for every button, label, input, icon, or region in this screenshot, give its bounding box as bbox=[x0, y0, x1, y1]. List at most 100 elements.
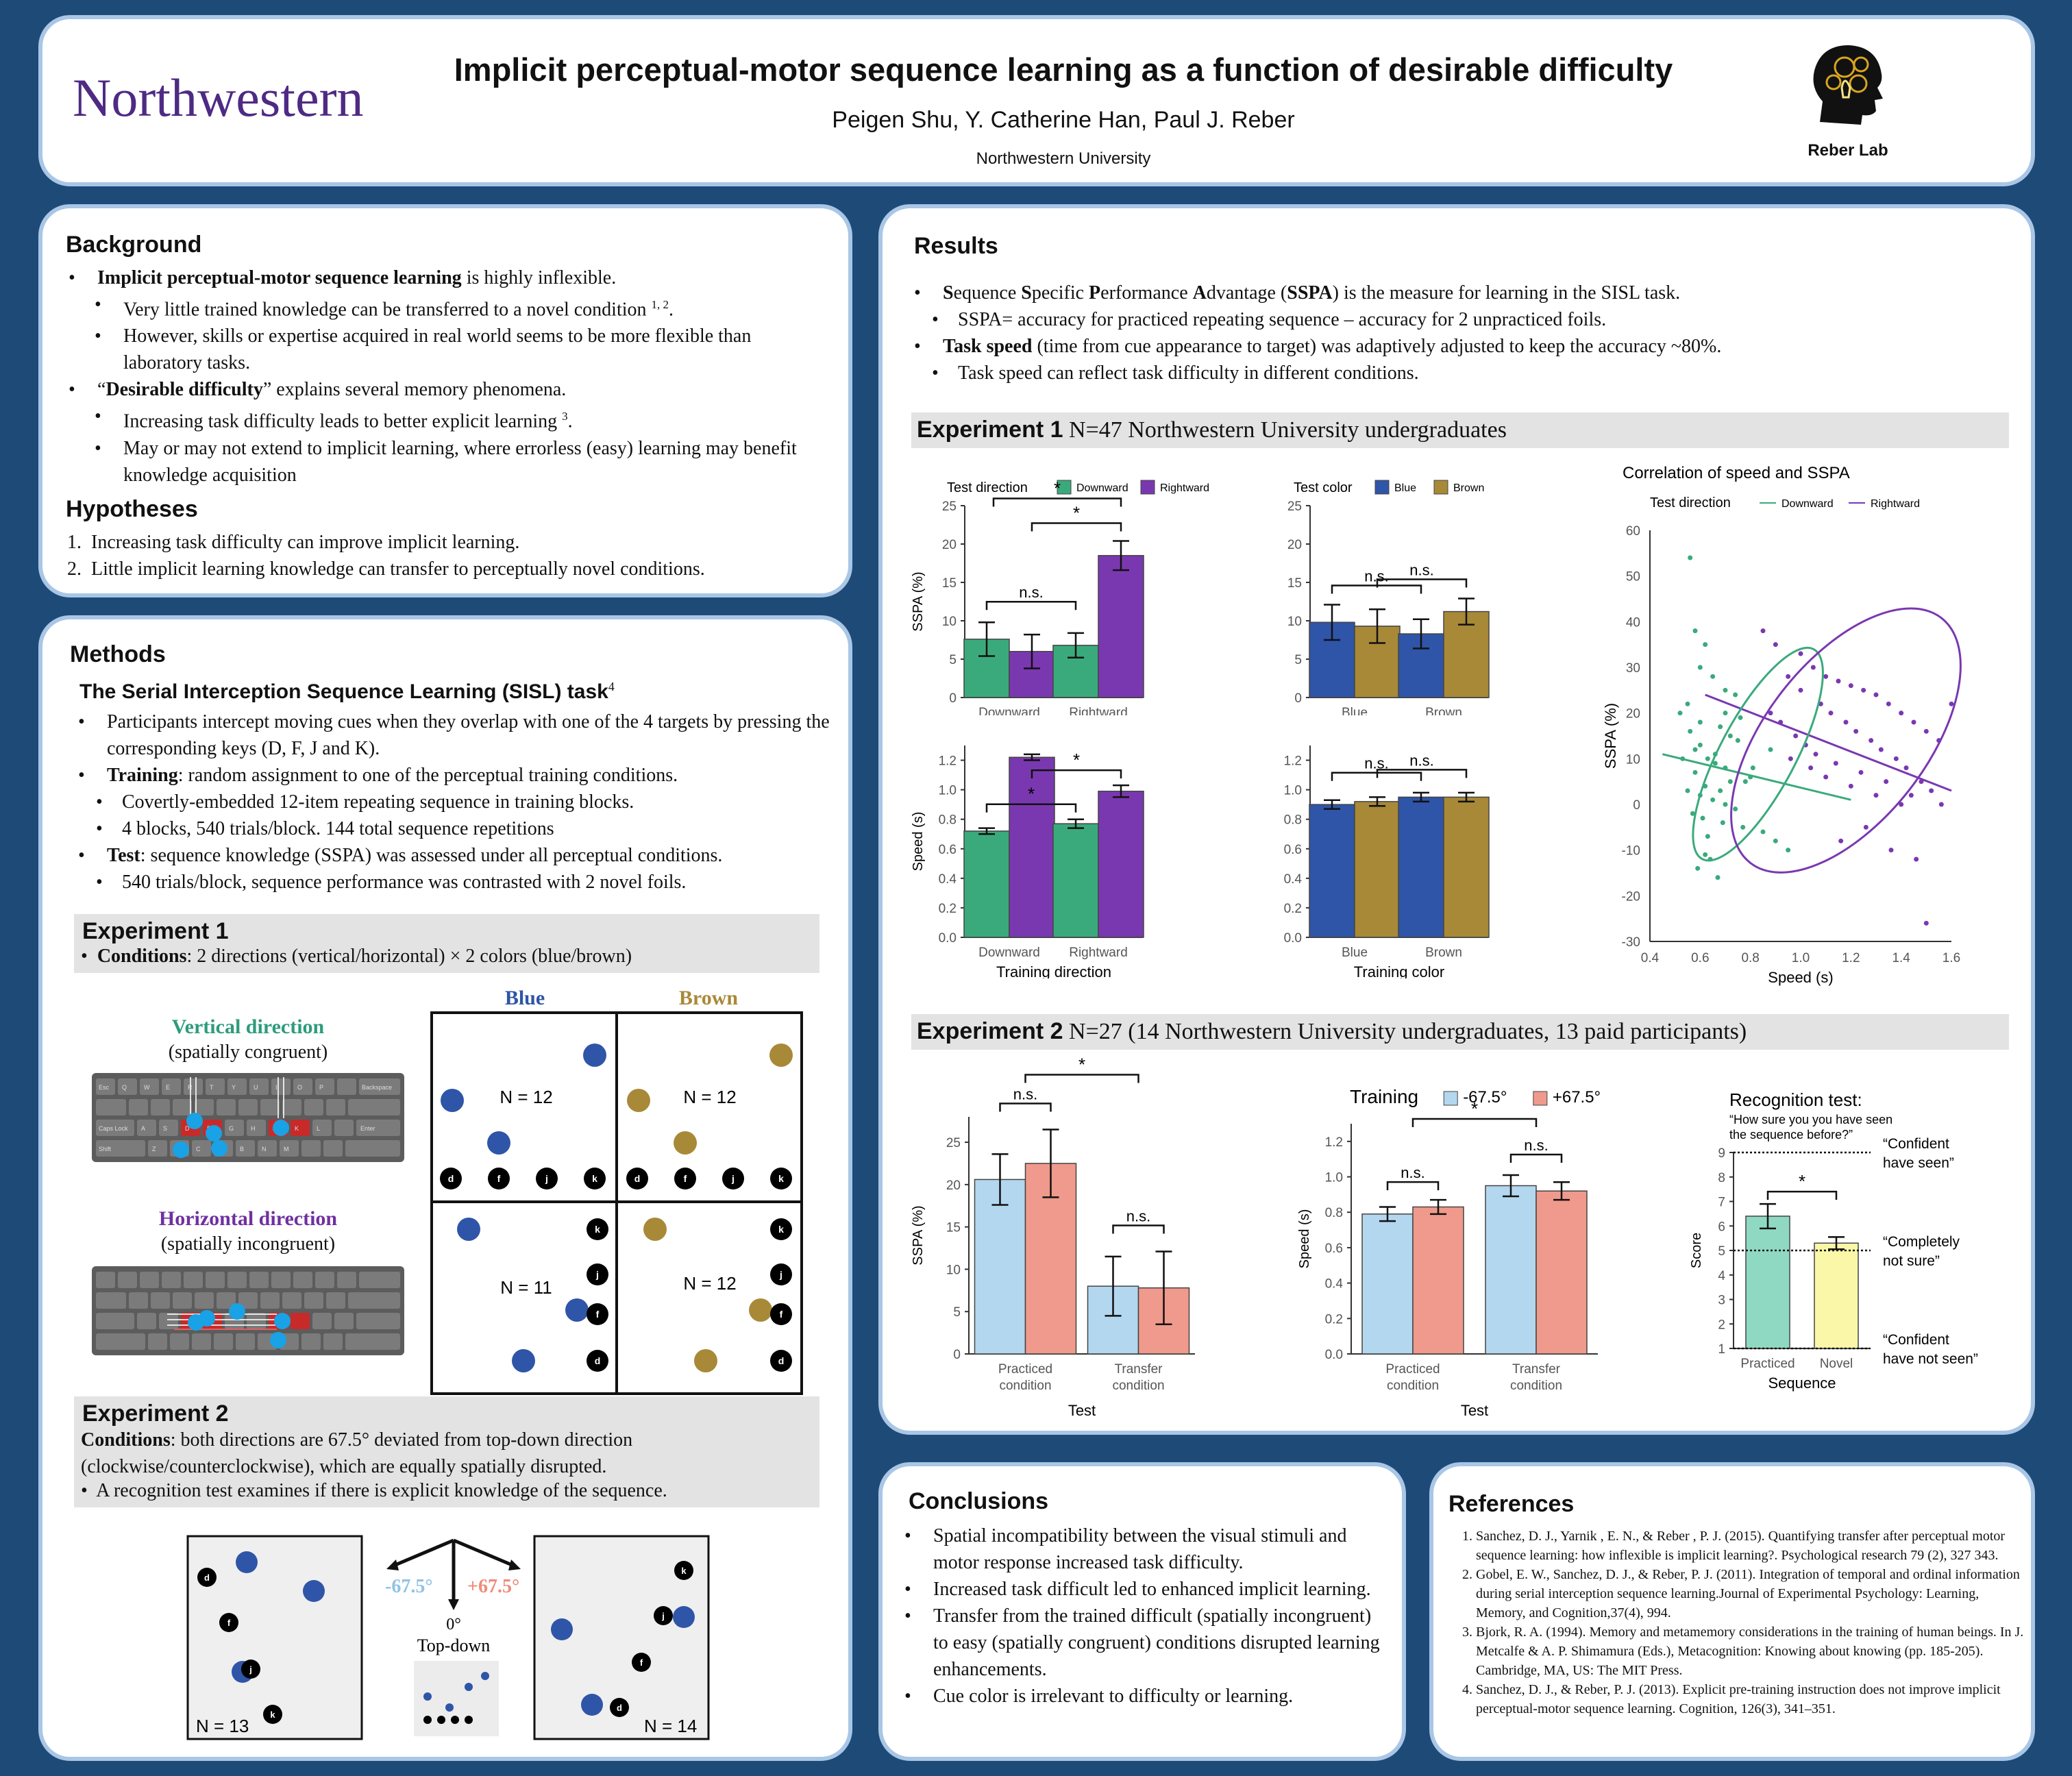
significance-bracket bbox=[1509, 1153, 1563, 1163]
y-tick-label: 0.2 bbox=[1325, 1312, 1343, 1327]
scatter-point bbox=[1688, 728, 1693, 734]
bar bbox=[1745, 1216, 1790, 1349]
chart-e1-speed-direction: 0.0 0.2 0.4 0.6 0.8 1.0 1.2 Speed (s) Training d… bbox=[911, 745, 1144, 978]
scatter-point bbox=[1788, 756, 1793, 761]
y-axis-label: Speed (s) bbox=[911, 812, 926, 872]
svg-text:f: f bbox=[684, 1173, 687, 1184]
x-tick-label: 1.6 bbox=[1943, 951, 1960, 965]
y-tick-label: 0 bbox=[1294, 691, 1302, 706]
legend-title: Test direction bbox=[1650, 495, 1731, 510]
scatter-point bbox=[1685, 701, 1690, 706]
scatter-point bbox=[1715, 875, 1720, 880]
y-tick-label: 60 bbox=[1626, 524, 1640, 539]
scatter-point bbox=[1899, 711, 1904, 716]
category-label: Rightward bbox=[1069, 946, 1128, 960]
scatter-point bbox=[1938, 802, 1944, 807]
x-tick-label: 1.2 bbox=[1842, 951, 1860, 965]
y-tick-label: 0.4 bbox=[1325, 1277, 1344, 1292]
scatter-point bbox=[1888, 848, 1894, 853]
legend-label: -67.5° bbox=[1463, 1088, 1507, 1107]
scatter-point bbox=[1710, 674, 1716, 679]
y-axis-label: SSPA (%) bbox=[1602, 703, 1619, 769]
svg-text:W: W bbox=[144, 1084, 150, 1091]
hypotheses-heading: Hypotheses bbox=[66, 496, 198, 522]
methods-panel: Methods The Serial Interception Sequence… bbox=[38, 615, 852, 1761]
lab-brain-logo bbox=[1813, 45, 1883, 125]
x-tick-label: 1.0 bbox=[1792, 951, 1810, 965]
y-tick-label: 0.0 bbox=[939, 931, 957, 946]
svg-text:j: j bbox=[731, 1173, 735, 1184]
methods-bullet-1: Participants intercept moving cues when … bbox=[77, 708, 837, 762]
bg-bullet-2b: May or may not extend to implicit learni… bbox=[67, 435, 835, 489]
legend-label: +67.5° bbox=[1553, 1088, 1601, 1107]
scatter-point bbox=[1858, 769, 1864, 775]
results-bullet-1: Sequence Specific Performance Advantage … bbox=[913, 280, 2009, 306]
conclusion-1: Spatial incompatibility between the visu… bbox=[903, 1522, 1383, 1576]
category-label: Downward bbox=[978, 946, 1040, 960]
legend-title: Training bbox=[1350, 1086, 1418, 1107]
svg-text:Backspace: Backspace bbox=[362, 1084, 392, 1091]
category-label: Practiced bbox=[1385, 1362, 1440, 1377]
annotation: “Confident bbox=[1883, 1332, 1949, 1348]
y-tick-label: 0.6 bbox=[1325, 1242, 1343, 1256]
reference-2: Gobel, E. W., Sanchez, D. J., & Reber, P… bbox=[1476, 1565, 2024, 1623]
chart-e1-sspa-direction: Test direction Downward Rightward 0 5 10 15 20 2… bbox=[911, 478, 1209, 715]
svg-text:f: f bbox=[640, 1657, 643, 1668]
methods-exp1-title: Experiment 1 bbox=[82, 918, 229, 944]
significance-label: * bbox=[1078, 1055, 1085, 1075]
svg-text:U: U bbox=[254, 1084, 258, 1091]
significance-bracket bbox=[999, 1102, 1052, 1112]
scatter-point bbox=[1688, 555, 1693, 560]
svg-text:d: d bbox=[778, 1355, 785, 1366]
chart-e1-speed-color: 0.0 0.2 0.4 0.6 0.8 1.0 1.2 Training color Blue B… bbox=[1284, 745, 1490, 978]
bar bbox=[1485, 1185, 1537, 1355]
results-bullet-2a: Task speed can reflect task difficulty i… bbox=[913, 360, 2009, 386]
annotation: have not seen” bbox=[1883, 1351, 1978, 1367]
methods-bullet-2a: Covertly-embedded 12-item repeating sequ… bbox=[77, 789, 837, 815]
sisl-task-title: The Serial Interception Sequence Learnin… bbox=[79, 680, 615, 703]
y-tick-label: -20 bbox=[1622, 889, 1640, 904]
svg-text:Z: Z bbox=[152, 1146, 156, 1152]
scatter-point bbox=[1695, 865, 1701, 871]
svg-text:f: f bbox=[227, 1618, 231, 1628]
y-tick-label: 30 bbox=[1626, 661, 1640, 676]
legend-title: Test color bbox=[1294, 480, 1353, 495]
y-tick-label: 1.0 bbox=[1325, 1171, 1343, 1185]
fit-line bbox=[1662, 753, 1851, 801]
scatter-point bbox=[1705, 756, 1710, 761]
significance-bracket bbox=[1766, 1190, 1838, 1200]
bg-bullet-1b: However, skills or expertise acquired in… bbox=[67, 323, 835, 376]
svg-text:N: N bbox=[262, 1146, 267, 1152]
bar bbox=[1536, 1190, 1588, 1355]
y-tick-label: 20 bbox=[1287, 538, 1302, 552]
exp1-condition-grid: d f j k d f j k k j f d k j f d N = 12 N = 12 N = 11 N… bbox=[430, 1011, 803, 1395]
scatter-point bbox=[1727, 733, 1733, 739]
svg-text:Esc: Esc bbox=[99, 1084, 110, 1091]
conclusion-2: Increased task difficult led to enhanced… bbox=[903, 1576, 1383, 1603]
bar bbox=[1098, 555, 1144, 698]
scatter-point bbox=[1733, 692, 1738, 698]
bar bbox=[1098, 791, 1144, 938]
y-tick-label: 40 bbox=[1626, 615, 1640, 630]
svg-text:A: A bbox=[141, 1125, 145, 1132]
y-tick-label: 25 bbox=[946, 1136, 961, 1150]
y-tick-label: 1 bbox=[1718, 1342, 1725, 1357]
scatter-point bbox=[1697, 719, 1703, 725]
svg-text:S: S bbox=[163, 1125, 167, 1132]
y-tick-label: 0.8 bbox=[1325, 1206, 1343, 1220]
y-tick-label: 15 bbox=[946, 1221, 961, 1235]
scatter-point bbox=[1923, 920, 1929, 926]
references-heading: References bbox=[1448, 1491, 1575, 1517]
y-tick-label: 9 bbox=[1718, 1146, 1725, 1161]
scatter-point bbox=[1697, 742, 1703, 748]
scatter-point bbox=[1760, 628, 1766, 634]
scatter-point bbox=[1836, 678, 1841, 684]
legend-swatch bbox=[1433, 480, 1448, 495]
scatter-point bbox=[1710, 797, 1716, 802]
horizontal-direction-label: Horizontal direction bbox=[158, 1207, 338, 1230]
y-tick-label: 0.6 bbox=[1284, 843, 1302, 857]
y-tick-label: 20 bbox=[1626, 707, 1640, 722]
references-panel: References Sanchez, D. J., Yarnik , E. N… bbox=[1429, 1462, 2035, 1761]
y-tick-label: 0.8 bbox=[1284, 813, 1302, 828]
vertical-direction-sub: (spatially congruent) bbox=[168, 1041, 328, 1063]
